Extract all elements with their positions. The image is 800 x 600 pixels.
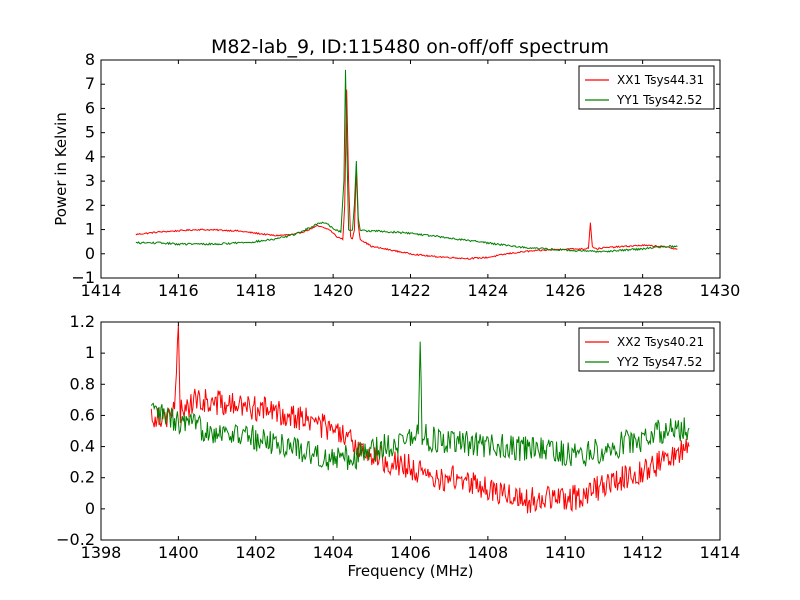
x-tick-label: 1408 — [468, 543, 509, 562]
y-tick-label: 7 — [85, 74, 95, 93]
legend-label: YY2 Tsys47.52 — [616, 355, 702, 369]
y-tick-label: 0.6 — [70, 405, 95, 424]
y-tick-label: 1.2 — [70, 312, 95, 331]
x-tick-label: 1418 — [235, 281, 276, 300]
legend-frame — [578, 327, 715, 372]
y-tick-label: 1 — [85, 343, 95, 362]
x-tick-label: 1398 — [81, 543, 122, 562]
x-tick-label: 1412 — [622, 543, 663, 562]
y-tick-label: 1 — [85, 220, 95, 239]
series-line-yy-top — [135, 69, 678, 253]
series-line-yy-bottom — [150, 341, 690, 471]
y-tick-label: 5 — [85, 123, 95, 142]
chart-title: M82-lab_9, ID:115480 on-off/off spectrum — [211, 36, 609, 58]
y-tick-label: 0 — [85, 244, 95, 263]
x-tick-label: 1402 — [235, 543, 276, 562]
y-tick-label: 2 — [85, 195, 95, 214]
x-tick-label: 1414 — [700, 543, 741, 562]
legend: XX1 Tsys44.31 YY1 Tsys42.52 — [578, 65, 715, 110]
y-tick-label: −1 — [71, 268, 95, 287]
y-tick-label: 0.4 — [70, 437, 95, 456]
x-tick-label: 1406 — [390, 543, 431, 562]
series-line-xx-bottom — [150, 325, 690, 514]
y-tick-label: 0 — [85, 499, 95, 518]
legend-label: XX1 Tsys44.31 — [617, 73, 704, 87]
x-tick-label: 1416 — [158, 281, 199, 300]
x-tick-label: 1430 — [700, 281, 741, 300]
legend-label: YY1 Tsys42.52 — [616, 93, 702, 107]
x-axis-label: Frequency (MHz) — [347, 562, 473, 580]
series-line-xx-top — [135, 89, 678, 260]
x-tick-label: 1404 — [313, 543, 354, 562]
y-tick-label: 8 — [85, 50, 95, 69]
legend-frame — [578, 65, 715, 110]
x-tick-label: 1400 — [158, 543, 199, 562]
y-axis-label: Power in Kelvin — [52, 112, 70, 226]
x-tick-label: 1428 — [622, 281, 663, 300]
legend-label: XX2 Tsys40.21 — [617, 335, 704, 349]
x-tick-label: 1422 — [390, 281, 431, 300]
x-tick-label: 1426 — [545, 281, 586, 300]
y-tick-label: −0.2 — [56, 530, 95, 549]
x-tick-label: 1414 — [81, 281, 122, 300]
y-tick-label: 0.2 — [70, 468, 95, 487]
top-chart: 1414 1416 1418 1420 1422 1424 1426 1428 1430−101… — [52, 50, 740, 300]
bottom-chart: 1398 1400 1402 1404 1406 1408 1410 1412 1414 −0.2… — [56, 312, 740, 580]
x-tick-label: 1410 — [545, 543, 586, 562]
y-tick-label: 0.8 — [70, 374, 95, 393]
y-tick-label: 3 — [85, 171, 95, 190]
legend: XX2 Tsys40.21 YY2 Tsys47.52 — [578, 327, 715, 372]
x-tick-label: 1424 — [468, 281, 509, 300]
y-tick-label: 6 — [85, 98, 95, 117]
x-tick-label: 1420 — [313, 281, 354, 300]
y-tick-label: 4 — [85, 147, 95, 166]
